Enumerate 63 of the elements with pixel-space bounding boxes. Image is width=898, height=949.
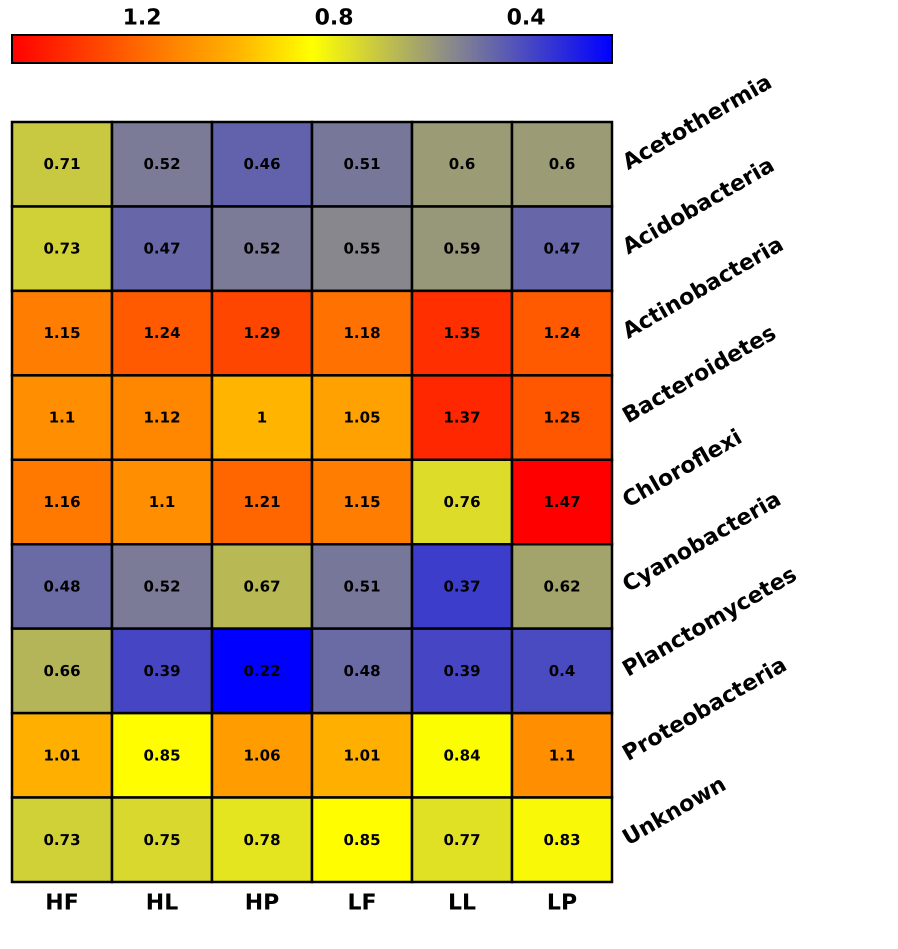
data-label: 1.16 [43, 493, 81, 511]
data-label: 1.15 [43, 324, 81, 342]
data-label: 0.71 [43, 155, 81, 174]
data-label: 0.55 [343, 240, 381, 258]
data-label: 1.25 [543, 408, 581, 427]
data-label: 0.22 [243, 662, 281, 680]
data-label: 0.48 [343, 662, 381, 680]
data-label: 0.75 [143, 830, 181, 849]
data-label: 1.1 [548, 746, 576, 764]
color-bar-label: 1.2 [122, 6, 162, 30]
data-label: 0.78 [243, 830, 281, 849]
data-label: 1.05 [343, 408, 381, 427]
data-label: 0.47 [543, 240, 581, 258]
color-bar-label: 0.4 [506, 6, 546, 30]
data-label: 0.51 [343, 577, 381, 596]
data-label: 1.18 [343, 324, 381, 342]
data-label: 0.59 [443, 240, 481, 258]
data-label: 0.67 [243, 577, 281, 596]
data-label: 0.84 [443, 746, 481, 764]
data-label: 0.52 [143, 155, 181, 174]
x-tick-label: HP [244, 890, 280, 916]
x-tick-label: HF [45, 890, 79, 916]
data-label: 1.01 [43, 746, 81, 764]
data-label: 0.4 [548, 662, 576, 680]
data-label: 0.47 [143, 240, 181, 258]
data-label: 0.39 [143, 662, 181, 680]
data-label: 0.66 [43, 662, 81, 680]
data-label: 1.1 [148, 493, 176, 511]
data-label: 0.52 [243, 240, 281, 258]
data-label: 0.73 [43, 240, 81, 258]
data-label: 1.37 [443, 408, 481, 427]
data-label: 0.37 [443, 577, 481, 596]
data-label: 1 [256, 408, 268, 427]
data-label: 0.77 [443, 830, 481, 849]
data-label: 0.62 [543, 577, 581, 596]
data-label: 1.35 [443, 324, 481, 342]
data-label: 1.24 [143, 324, 181, 342]
data-label: 0.6 [548, 155, 576, 174]
data-label: 1.15 [343, 493, 381, 511]
x-tick-label: LF [347, 890, 377, 916]
data-label: 0.46 [243, 155, 281, 174]
data-label: 1.12 [143, 408, 181, 427]
data-label: 0.39 [443, 662, 481, 680]
data-label: 0.6 [448, 155, 476, 174]
data-label: 0.76 [443, 493, 481, 511]
data-label: 1.29 [243, 324, 281, 342]
color-bar-label: 0.8 [314, 6, 354, 30]
data-label: 1.1 [48, 408, 76, 427]
data-label: 1.47 [543, 493, 581, 511]
data-label: 1.21 [243, 493, 281, 511]
data-label: 1.24 [543, 324, 581, 342]
data-label: 0.85 [343, 830, 381, 849]
data-label: 0.48 [43, 577, 81, 596]
data-label: 0.83 [543, 830, 581, 849]
data-label: 1.06 [243, 746, 281, 764]
data-label: 0.52 [143, 577, 181, 596]
x-tick-label: HL [146, 890, 178, 916]
data-label: 0.73 [43, 830, 81, 849]
data-label: 0.51 [343, 155, 381, 174]
x-tick-label: LL [448, 890, 476, 916]
x-tick-label: LP [546, 890, 578, 916]
data-label: 1.01 [343, 746, 381, 764]
data-label: 0.85 [143, 746, 181, 764]
